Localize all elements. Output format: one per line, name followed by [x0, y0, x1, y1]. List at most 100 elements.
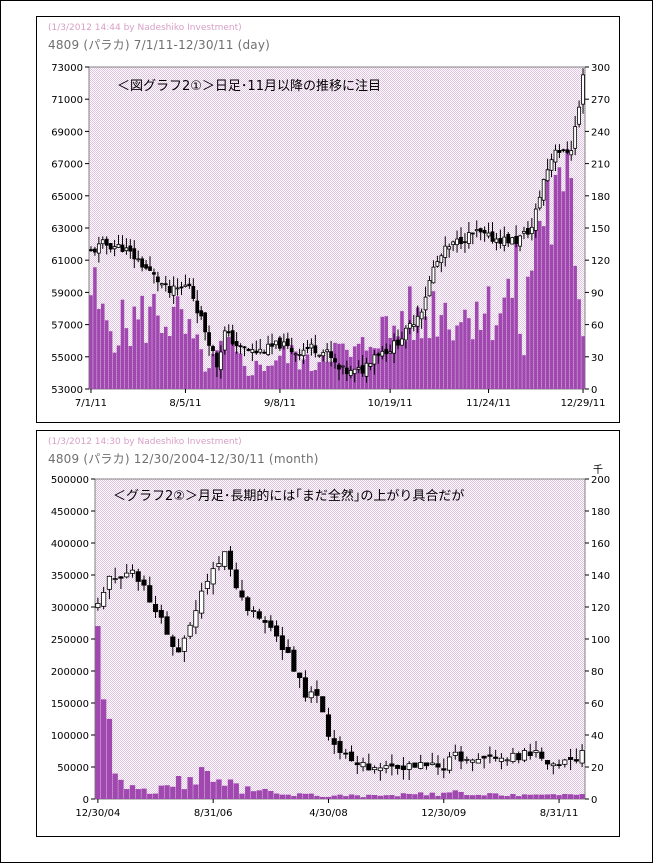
y-tick-label: 53000	[51, 385, 83, 396]
volume-bar	[514, 242, 518, 389]
y2-tick-label: 0	[591, 795, 597, 806]
volume-bar	[195, 334, 200, 389]
candle-body	[400, 765, 406, 771]
candle-body	[533, 750, 539, 753]
candle-body	[573, 126, 578, 149]
y-tick-label: 63000	[51, 224, 83, 235]
volume-bar	[179, 309, 184, 389]
volume-bar	[579, 794, 585, 799]
candle-body	[329, 351, 333, 359]
volume-bar	[408, 286, 412, 389]
volume-bar	[562, 793, 568, 799]
candle-body	[470, 759, 476, 763]
y-tick-label: 57000	[51, 321, 83, 332]
candle-body	[423, 296, 428, 311]
volume-bar	[132, 306, 137, 389]
chart-annotation: ＜グラフ2②＞月足･長期的には｢まだ全然｣の上がり具合だが	[113, 488, 464, 504]
candle-body	[458, 751, 464, 762]
volume-bar	[262, 788, 268, 799]
candle-body	[314, 689, 320, 696]
volume-bar	[506, 278, 511, 389]
candle-body	[452, 751, 458, 756]
y2-tick-label: 100	[591, 635, 610, 646]
volume-bar	[581, 336, 585, 389]
candle-body	[215, 352, 219, 368]
volume-bar	[352, 346, 357, 389]
candle-body	[321, 351, 326, 357]
chart-timestamp: (1/3/2012 14:30 by Nadeshiko Investment)	[48, 437, 242, 447]
volume-bar	[419, 338, 424, 389]
volume-bar	[526, 276, 530, 389]
volume-bar	[254, 360, 259, 389]
candle-body	[301, 349, 306, 357]
candle-body	[116, 243, 121, 248]
candle-body	[293, 353, 298, 356]
volume-bar	[510, 794, 516, 799]
y-tick-label: 65000	[51, 192, 83, 203]
x-tick-label: 8/31/06	[194, 808, 233, 819]
candle-body	[360, 365, 365, 374]
candle-body	[135, 571, 141, 582]
candle-body	[553, 149, 558, 163]
volume-bar	[216, 779, 222, 799]
volume-bar	[553, 174, 558, 389]
candle-body	[389, 763, 395, 767]
candle-body	[308, 691, 314, 699]
volume-bar	[124, 328, 129, 389]
volume-bar	[313, 369, 318, 389]
candle-body	[516, 753, 522, 761]
candle-body	[124, 572, 130, 578]
candle-body	[504, 759, 510, 762]
candle-body	[195, 300, 200, 314]
candle-body	[549, 159, 554, 171]
candle-body	[101, 592, 107, 607]
candle-body	[144, 264, 148, 269]
volume-bar	[233, 783, 239, 799]
volume-bar	[475, 794, 482, 799]
volume-bar	[108, 331, 113, 389]
y2-tick-label: 120	[591, 256, 610, 267]
volume-bar	[464, 795, 470, 799]
candle-body	[227, 550, 234, 570]
volume-bar	[490, 340, 495, 389]
candle-body	[348, 751, 355, 762]
volume-bar	[234, 351, 239, 389]
x-tick-label: 8/5/11	[169, 398, 201, 409]
candle-body	[183, 284, 188, 287]
candle-body	[233, 569, 239, 589]
volume-bar	[158, 785, 164, 799]
volume-bar	[447, 329, 451, 389]
volume-bar	[504, 796, 510, 799]
y-tick-label: 400000	[51, 539, 89, 550]
y2-tick-label: 0	[591, 385, 597, 396]
volume-bar	[296, 793, 303, 799]
volume-bar	[120, 299, 125, 389]
chart-title: 4809 (パラカ) 12/30/2004-12/30/11 (month)	[48, 452, 319, 466]
candle-body	[344, 367, 349, 375]
candle-body	[392, 340, 396, 354]
candle-body	[89, 249, 93, 252]
y2-tick-label: 210	[591, 160, 610, 171]
volume-bar	[320, 796, 326, 799]
candle-body	[498, 757, 504, 762]
y2-tick-label: 20	[591, 763, 604, 774]
candle-body	[100, 239, 105, 245]
candle-body	[170, 636, 176, 647]
candle-body	[383, 765, 389, 769]
daily-chart-panel: (1/3/2012 14:44 by Nadeshiko Investment)…	[36, 16, 620, 423]
candle-body	[343, 752, 349, 755]
y-tick-label: 350000	[51, 571, 89, 582]
volume-bar	[227, 779, 234, 799]
candle-body	[395, 764, 401, 769]
candle-body	[366, 763, 372, 771]
candle-body	[475, 758, 481, 764]
volume-bar	[181, 789, 188, 799]
candle-body	[156, 276, 160, 283]
candle-body	[435, 261, 440, 267]
volume-bar	[148, 306, 152, 389]
candle-body	[526, 227, 530, 235]
candle-body	[568, 757, 574, 760]
candle-body	[388, 351, 393, 354]
candle-body	[441, 768, 447, 771]
volume-bar	[141, 788, 147, 799]
